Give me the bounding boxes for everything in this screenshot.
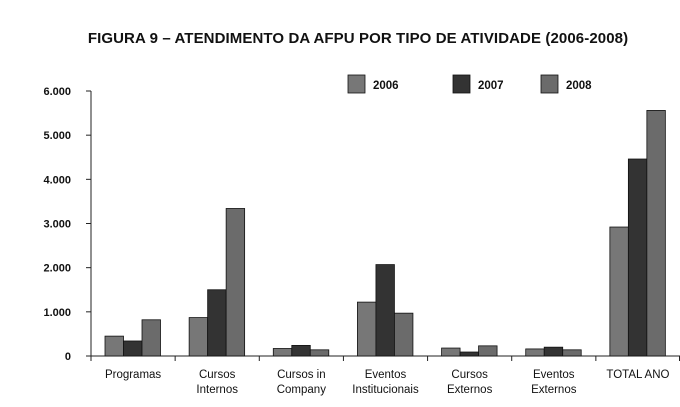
chart-legend: 2006 2007 2008 bbox=[347, 74, 592, 94]
legend-label-2007: 2007 bbox=[478, 80, 504, 92]
y-tick-label: 5.000 bbox=[43, 130, 71, 142]
bar-2007-3 bbox=[375, 264, 395, 357]
bar-2006-2 bbox=[272, 348, 293, 357]
bar-2007-5 bbox=[543, 346, 564, 357]
chart-title: FIGURA 9 – ATENDIMENTO DA AFPU POR TIPO … bbox=[88, 30, 628, 47]
y-tick-label: 6.000 bbox=[43, 86, 71, 98]
y-axis: 0 1.000 2.000 3.000 4.000 5.000 6.000 bbox=[43, 86, 92, 363]
bar-2007-0 bbox=[123, 340, 143, 357]
bar-2006-6 bbox=[609, 226, 629, 357]
x-tick-label-line: Externos bbox=[447, 384, 493, 396]
y-tick-label: 1.000 bbox=[43, 307, 71, 319]
x-tick-label-line: Company bbox=[277, 384, 326, 396]
bar-2006-4 bbox=[441, 347, 461, 357]
bar-2007-6 bbox=[627, 158, 648, 357]
legend-label-2008: 2008 bbox=[566, 80, 592, 92]
bar-2008-2 bbox=[309, 349, 330, 357]
x-tick-label-line: Cursos in bbox=[277, 369, 326, 381]
legend-swatch-2006 bbox=[347, 74, 366, 94]
y-tick-label: 0 bbox=[65, 351, 71, 363]
bar-2006-1 bbox=[188, 317, 209, 357]
x-tick-label: TOTAL ANO bbox=[606, 369, 669, 381]
x-tick-label-line: Eventos bbox=[533, 369, 575, 381]
x-tick-label-line: Programas bbox=[105, 369, 161, 381]
legend-swatch-2007 bbox=[452, 74, 471, 94]
chart-bars bbox=[104, 110, 666, 357]
x-tick-label-line: Institucionais bbox=[352, 384, 419, 396]
bar-2006-5 bbox=[525, 348, 545, 357]
bar-2008-3 bbox=[394, 312, 414, 357]
x-axis: Programas Cursos Internos Cursos in Company E… bbox=[90, 355, 680, 396]
x-tick-label: Programas bbox=[105, 369, 161, 381]
bar-2008-0 bbox=[141, 319, 161, 357]
bar-2008-5 bbox=[562, 349, 582, 357]
x-tick-label-line: TOTAL ANO bbox=[606, 369, 669, 381]
x-tick-label-line: Externos bbox=[531, 384, 577, 396]
legend-label-2006: 2006 bbox=[373, 80, 399, 92]
bar-2007-4 bbox=[459, 351, 479, 357]
bar-2006-3 bbox=[357, 301, 377, 357]
x-tick-label: Cursos Internos bbox=[196, 369, 238, 396]
bar-2008-1 bbox=[225, 208, 246, 357]
bar-2007-1 bbox=[207, 289, 227, 357]
x-tick-label: Eventos Institucionais bbox=[352, 369, 419, 396]
bar-2008-4 bbox=[478, 345, 498, 357]
x-tick-label: Cursos Externos bbox=[447, 369, 493, 396]
x-tick-label-line: Eventos bbox=[365, 369, 407, 381]
bar-2008-6 bbox=[646, 110, 666, 357]
y-tick-label: 2.000 bbox=[43, 263, 71, 275]
x-tick-label-line: Cursos bbox=[199, 369, 236, 381]
bar-2006-0 bbox=[104, 335, 124, 357]
x-tick-label-line: Cursos bbox=[451, 369, 488, 381]
bar-2007-2 bbox=[291, 344, 311, 357]
y-tick-label: 4.000 bbox=[43, 174, 71, 186]
x-tick-label-line: Internos bbox=[196, 384, 238, 396]
legend-swatch-2008 bbox=[540, 74, 559, 94]
y-tick-label: 3.000 bbox=[43, 219, 71, 231]
x-tick-label: Eventos Externos bbox=[531, 369, 577, 396]
x-tick-label: Cursos in Company bbox=[277, 369, 326, 396]
